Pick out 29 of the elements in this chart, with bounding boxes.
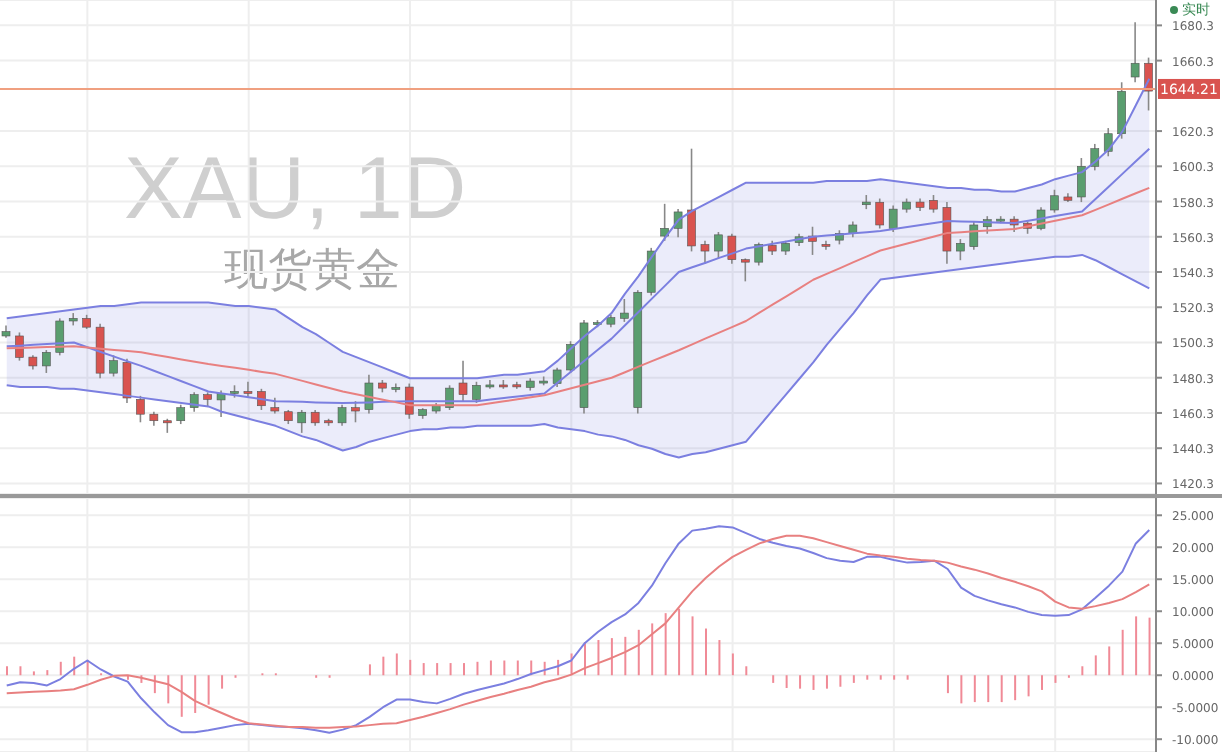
candlestick [1103, 127, 1113, 158]
candlestick [109, 354, 118, 378]
candlestick [351, 400, 360, 424]
candlestick [620, 298, 629, 323]
candlestick [942, 201, 952, 265]
candlestick [956, 238, 965, 262]
candlestick [42, 349, 51, 374]
candlestick [700, 240, 710, 265]
candlestick [122, 358, 132, 404]
candlestick [1050, 188, 1059, 214]
candlestick [1077, 157, 1086, 203]
candlestick [714, 231, 723, 260]
candlestick [888, 204, 898, 233]
candlestick [297, 409, 307, 434]
candlestick [741, 257, 750, 283]
candlestick [1130, 21, 1140, 84]
candlestick [1117, 81, 1126, 140]
candlestick [337, 403, 347, 427]
candlestick [136, 395, 145, 424]
candlestick [95, 322, 105, 380]
candlestick [458, 359, 468, 402]
candlestick [969, 220, 979, 251]
candlestick [176, 403, 186, 425]
candlestick [472, 380, 481, 404]
candlestick [660, 203, 669, 242]
candlestick [875, 197, 885, 230]
candlestick [646, 247, 656, 297]
candlestick [687, 147, 696, 253]
candlestick [727, 232, 737, 265]
